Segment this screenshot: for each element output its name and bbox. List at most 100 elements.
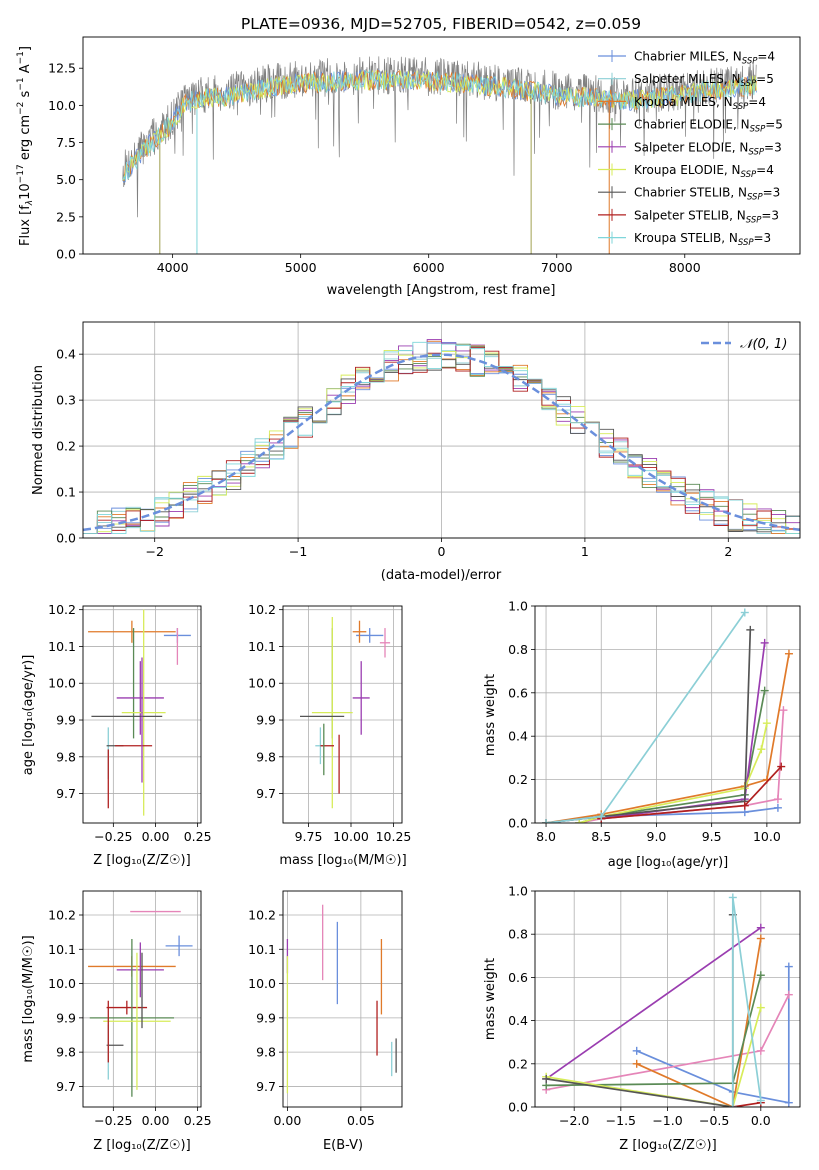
residuals-axes: −2 −1 0 1 2 0.0 0.1 0.2 0.3 0.4	[56, 322, 800, 559]
normal-legend-label: 𝒩(0, 1)	[740, 337, 787, 352]
massE-xlabel: E(B-V)	[323, 1138, 363, 1153]
spectrum-xtick-label: 7000	[541, 260, 573, 275]
legend-entry-label: Salpeter MILES, NSSP=5	[634, 72, 774, 89]
mass_vs_Z-ytick-label: 10.0	[48, 976, 76, 991]
wAge-ylabel: mass weight	[483, 674, 498, 756]
weight_vs_Z-ytick-label: 0.0	[508, 1100, 528, 1115]
mass_vs_EBV-axes: 0.00 0.05 9.7 9.8 9.9 10.0 10.1 10.2	[248, 891, 402, 1128]
wZ-xlabel: Z [log₁₀(Z/Z☉)]	[619, 1138, 716, 1153]
age_vs_mass-ytick-label: 9.9	[256, 713, 276, 728]
residuals-xtick-label: 2	[724, 544, 732, 559]
weight_vs_age-ytick-label: 0.0	[508, 816, 528, 831]
weight_vs_Z-series	[542, 893, 793, 1107]
weight_vs_Z-xtick-label: −2.0	[559, 1113, 589, 1128]
age-vs-metallicity-panel: −0.25 0.00 0.25 9.7 9.8 9.9 10.0 10.1 10.2 Z [lo…	[21, 602, 212, 868]
spectrum-ytick-label: 0.0	[56, 247, 76, 262]
massZ-ylabel: mass [log₁₀(M/M☉)]	[21, 935, 36, 1062]
mass_vs_EBV-xtick-label: 0.05	[347, 1113, 375, 1128]
weight-vs-metallicity-panel: −2.0 −1.5 −1.0 −0.5 0.0 0.0 0.2 0.4 0.6 0.8 1.0 Z …	[483, 884, 801, 1153]
weight_vs_age-frame	[534, 605, 801, 824]
legend-entry-label: Chabrier ELODIE, NSSP=5	[634, 118, 783, 135]
wAge-xlabel: age [log₁₀(age/yr)]	[608, 855, 729, 870]
residual-histogram-panel: −2 −1 0 1 2 0.0 0.1 0.2 0.3 0.4 (data-model)/erro…	[31, 321, 801, 583]
weight_vs_Z-ytick-label: 0.6	[508, 970, 528, 985]
age_vs_Z-xtick-label: 0.25	[184, 829, 212, 844]
weight_vs_age-ytick-label: 0.4	[508, 729, 528, 744]
age_vs_mass-ytick-label: 10.2	[248, 602, 276, 617]
legend-entry-label: Kroupa STELIB, NSSP=3	[634, 231, 771, 248]
age_vs_mass-axes: 9.75 10.00 10.25 9.7 9.8 9.9 10.0 10.1 10.2	[248, 602, 411, 844]
weight-series-line	[545, 927, 762, 1080]
weight-series-line	[546, 974, 762, 1087]
spectrum-panel: 4000 5000 6000 7000 8000 0.0 2.5 5.0 7.5 10.0 12.5…	[16, 36, 801, 298]
age_vs_mass-ytick-label: 9.8	[256, 749, 276, 764]
mass_vs_Z-ytick-label: 10.2	[48, 908, 76, 923]
mass-vs-ebv-panel: 0.00 0.05 9.7 9.8 9.9 10.0 10.1 10.2 E(B-V)	[248, 890, 403, 1153]
mass_vs_Z-errorbars	[88, 910, 193, 1097]
weight_vs_age-xtick-label: 8.5	[591, 829, 611, 844]
spectrum-lines	[122, 56, 757, 254]
weight_vs_age-xtick-label: 10.0	[753, 829, 781, 844]
weight_vs_age-ytick-label: 0.2	[508, 772, 528, 787]
age_vs_mass-ytick-label: 10.0	[248, 676, 276, 691]
age_vs_Z-frame	[82, 605, 202, 824]
residuals-ytick-label: 0.1	[56, 485, 76, 500]
normal-curve	[83, 353, 800, 532]
model-spectrum-line	[122, 69, 757, 181]
weight_vs_Z-xtick-label: −1.0	[652, 1113, 682, 1128]
age_vs_Z-ytick-label: 9.7	[56, 786, 76, 801]
residuals-ytick-label: 0.0	[56, 531, 76, 546]
spectrum-xtick-label: 8000	[669, 260, 701, 275]
age-vs-mass-panel: 9.75 10.00 10.25 9.7 9.8 9.9 10.0 10.1 10.2 mass…	[248, 602, 411, 868]
residual-ylabel: Normed distribution	[31, 365, 46, 495]
residuals-xtick-label: −1	[289, 544, 307, 559]
ageM-xlabel: mass [log₁₀(M/M☉)]	[279, 853, 406, 868]
age_vs_Z-ytick-label: 9.8	[56, 749, 76, 764]
weight_vs_Z-ytick-label: 1.0	[508, 884, 528, 899]
mass_vs_EBV-ytick-label: 10.0	[248, 976, 276, 991]
mass_vs_Z-ytick-label: 10.1	[48, 942, 76, 957]
spectrum-ytick-label: 7.5	[56, 135, 76, 150]
legend-entry-label: Salpeter ELODIE, NSSP=3	[634, 140, 782, 157]
age_vs_Z-ytick-label: 10.1	[48, 639, 76, 654]
age_vs_Z-axes: −0.25 0.00 0.25 9.7 9.8 9.9 10.0 10.1 10.2	[48, 602, 211, 844]
data-spectrum-line	[122, 56, 757, 218]
weight-series-line	[636, 966, 790, 1104]
residuals-xtick-label: 1	[581, 544, 589, 559]
mass_vs_Z-frame	[82, 890, 202, 1108]
weight-series-line	[731, 897, 762, 1107]
spectrum-traces: 4000 5000 6000 7000 8000 0.0 2.5 5.0 7.5 10.0 12.5	[48, 36, 801, 275]
weight_vs_age-ytick-label: 1.0	[508, 599, 528, 614]
weight_vs_age-ytick-label: 0.8	[508, 642, 528, 657]
age_vs_mass-frame	[282, 605, 403, 824]
model-spectrum-line	[122, 68, 757, 181]
mass_vs_Z-ytick-label: 9.9	[56, 1010, 76, 1025]
weight_vs_age-series	[542, 608, 793, 823]
spectrum-axes: 4000 5000 6000 7000 8000 0.0 2.5 5.0 7.5 10.0 12.5	[48, 61, 701, 275]
mass_vs_Z-ytick-label: 9.7	[56, 1079, 76, 1094]
age_vs_mass-xtick-label: 9.75	[295, 829, 323, 844]
mass_vs_Z-axes: −0.25 0.00 0.25 9.7 9.8 9.9 10.0 10.1 10.2	[48, 891, 212, 1128]
spectrum-ytick-label: 10.0	[48, 98, 76, 113]
residuals-xtick-label: 0	[438, 544, 446, 559]
weight_vs_age-xtick-label: 9.5	[702, 829, 722, 844]
massZ-xlabel: Z [log₁₀(Z/Z☉)]	[93, 1138, 190, 1153]
legend-entry-label: Chabrier STELIB, NSSP=3	[634, 186, 780, 203]
mass_vs_EBV-ytick-label: 9.8	[256, 1045, 276, 1060]
weight-series-line	[732, 1101, 761, 1107]
ageZ-ylabel: age [log₁₀(age/yr)]	[21, 655, 36, 776]
age_vs_Z-ytick-label: 10.2	[48, 602, 76, 617]
mass_vs_Z-xtick-label: 0.00	[142, 1113, 170, 1128]
normal-legend: 𝒩(0, 1)	[701, 337, 787, 352]
age_vs_mass-ytick-label: 9.7	[256, 786, 276, 801]
residuals-ytick-label: 0.3	[56, 393, 76, 408]
weight_vs_Z-axes: −2.0 −1.5 −1.0 −0.5 0.0 0.0 0.2 0.4 0.6 0.8 1.0	[508, 884, 800, 1128]
wZ-ylabel: mass weight	[483, 958, 498, 1040]
age_vs_Z-errorbars	[88, 609, 191, 816]
mass_vs_EBV-ytick-label: 9.9	[256, 1010, 276, 1025]
residuals-ytick-label: 0.2	[56, 439, 76, 454]
weight_vs_Z-frame	[534, 890, 801, 1108]
weight_vs_age-xtick-label: 8.0	[536, 829, 556, 844]
spectrum-xtick-label: 6000	[413, 260, 445, 275]
weight-series-line	[579, 710, 785, 823]
